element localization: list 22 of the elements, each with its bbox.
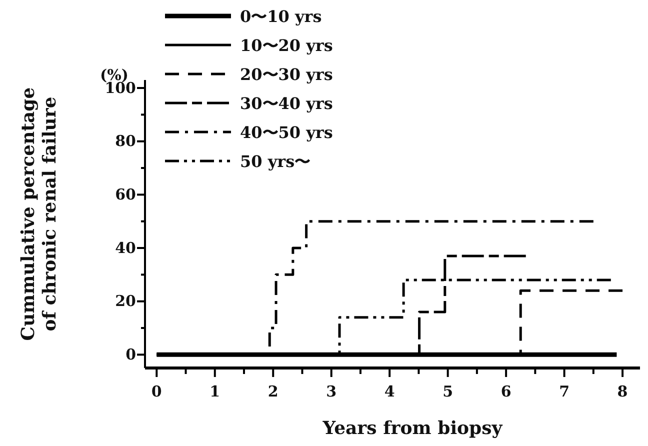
y-tick-label: 60 <box>115 185 136 204</box>
y-tick-label: 80 <box>115 132 136 150</box>
legend-label: 40〜50 yrs <box>240 123 333 142</box>
y-axis-title: Cummulative percentage of chronic renal failure <box>18 87 61 341</box>
y-tick-label: 0 <box>126 345 136 364</box>
x-tick-label: 8 <box>617 382 628 400</box>
legend-label: 50 yrs〜 <box>240 152 311 171</box>
x-tick-label: 1 <box>210 382 220 400</box>
legend-label: 30〜40 yrs <box>240 94 333 113</box>
x-tick-label: 7 <box>559 382 570 400</box>
x-tick-label: 2 <box>268 382 278 400</box>
legend-label: 0〜10 yrs <box>240 7 322 26</box>
x-tick-label: 6 <box>500 382 512 400</box>
x-axis-title: Years from biopsy <box>322 418 503 439</box>
x-tick-label: 4 <box>384 382 395 400</box>
x-tick-label: 3 <box>326 382 337 400</box>
x-tick-label: 0 <box>151 382 162 400</box>
y-tick-label: 40 <box>115 238 136 257</box>
x-tick-label: 5 <box>442 382 454 400</box>
legend-label: 10〜20 yrs <box>240 36 333 55</box>
y-tick-label: 20 <box>115 292 136 310</box>
legend-label: 20〜30 yrs <box>240 65 333 84</box>
